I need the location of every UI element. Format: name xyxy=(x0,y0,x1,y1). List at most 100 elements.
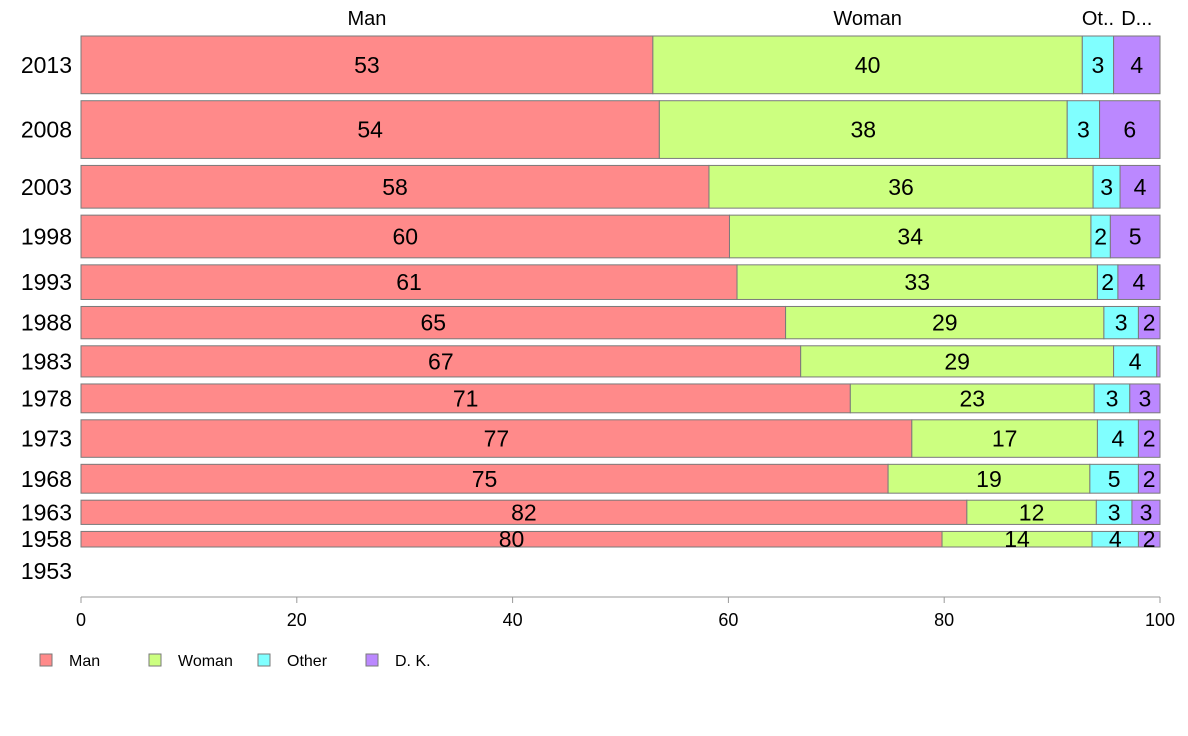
data-label-1993-man: 61 xyxy=(396,269,422,295)
data-label-1968-man: 75 xyxy=(472,466,498,492)
data-label-1993-woman: 33 xyxy=(904,269,930,295)
bar-2008-other xyxy=(1066,100,1101,159)
data-label-2008-d-k: 6 xyxy=(1123,117,1136,143)
bar-1968-man xyxy=(80,463,889,494)
data-label-2008-woman: 38 xyxy=(850,117,876,143)
data-label-1958-d-k: 2 xyxy=(1143,526,1156,552)
column-header-woman: Woman xyxy=(833,8,902,30)
y-axis-labels: 2013 2008 2003 1998 1993 1988 1983 1978 1973 1968… xyxy=(21,52,72,584)
data-label-1988-man: 65 xyxy=(420,310,446,336)
data-label-2003-man: 58 xyxy=(382,174,408,200)
data-label-2013-man: 53 xyxy=(354,52,380,78)
data-label-2008-other: 3 xyxy=(1077,117,1090,143)
bar-2008-man xyxy=(80,100,660,159)
data-label-1998-d-k: 5 xyxy=(1129,223,1142,249)
data-label-1958-woman: 14 xyxy=(1004,526,1030,552)
data-label-1973-other: 4 xyxy=(1112,426,1125,452)
data-label-1963-d-k: 3 xyxy=(1140,499,1153,525)
data-label-1993-other: 2 xyxy=(1101,269,1114,295)
data-label-1988-woman: 29 xyxy=(932,310,958,336)
y-tick-label-1993: 1993 xyxy=(21,269,72,295)
bar-1993-d-k xyxy=(1117,264,1161,300)
data-label-2003-d-k: 4 xyxy=(1134,174,1147,200)
bar-2013-other xyxy=(1081,35,1115,95)
column-header-other: Ot.. xyxy=(1082,8,1114,30)
bar-2003-man xyxy=(80,164,710,209)
y-tick-label-1998: 1998 xyxy=(21,223,72,249)
bar-1988-d-k xyxy=(1137,305,1161,340)
bar-1963-d-k xyxy=(1131,499,1161,525)
bar-1998-woman xyxy=(728,214,1092,259)
data-label-2013-woman: 40 xyxy=(855,52,881,78)
data-label-1978-d-k: 3 xyxy=(1138,385,1151,411)
legend-label-d-k: D. K. xyxy=(395,653,431,670)
bar-1973-other xyxy=(1096,419,1139,458)
data-label-1968-other: 5 xyxy=(1108,466,1121,492)
data-label-1968-woman: 19 xyxy=(976,466,1002,492)
data-label-1988-d-k: 2 xyxy=(1143,310,1156,336)
data-label-2013-other: 3 xyxy=(1092,52,1105,78)
y-tick-label-1963: 1963 xyxy=(21,499,72,525)
bar-1998-d-k xyxy=(1109,214,1161,259)
x-tick-label-0: 0 xyxy=(76,610,86,630)
data-label-1983-woman: 29 xyxy=(944,348,970,374)
bar-1968-woman xyxy=(887,463,1091,494)
bar-1958-d-k xyxy=(1137,530,1161,548)
bar-1973-man xyxy=(80,419,913,458)
data-label-1998-other: 2 xyxy=(1094,223,1107,249)
x-tick-label-20: 20 xyxy=(287,610,307,630)
data-label-1963-man: 82 xyxy=(511,499,537,525)
column-headers: Man Woman Ot.. D... xyxy=(347,8,1152,30)
data-label-1993-d-k: 4 xyxy=(1133,269,1146,295)
y-tick-label-2008: 2008 xyxy=(21,117,72,143)
bar-2003-woman xyxy=(708,164,1094,209)
column-header-man: Man xyxy=(347,8,386,30)
bar-2013-d-k xyxy=(1113,35,1161,95)
bar-1968-d-k xyxy=(1137,463,1161,494)
data-label-1963-woman: 12 xyxy=(1019,499,1045,525)
data-label-1973-woman: 17 xyxy=(992,426,1018,452)
legend-swatch-d-k xyxy=(365,653,379,667)
data-label-1983-other: 4 xyxy=(1129,348,1142,374)
bar-1963-woman xyxy=(966,499,1097,525)
bar-1963-other xyxy=(1095,499,1133,525)
legend: Man Woman Other D. K. xyxy=(39,653,431,670)
bar-1993-man xyxy=(80,264,738,300)
data-label-2008-man: 54 xyxy=(357,117,383,143)
data-label-1998-woman: 34 xyxy=(897,223,923,249)
bar-1973-d-k xyxy=(1137,419,1161,458)
bar-2008-woman xyxy=(658,100,1068,159)
data-label-1978-man: 71 xyxy=(453,385,479,411)
bar-1978-man xyxy=(80,383,851,414)
x-tick-label-100: 100 xyxy=(1145,610,1175,630)
y-tick-label-1988: 1988 xyxy=(21,310,72,336)
y-tick-label-1958: 1958 xyxy=(21,526,72,552)
legend-label-other: Other xyxy=(287,653,328,670)
x-tick-label-40: 40 xyxy=(503,610,523,630)
y-tick-label-2013: 2013 xyxy=(21,52,72,78)
bar-1983-other xyxy=(1113,345,1158,378)
bar-2008-d-k xyxy=(1099,100,1161,159)
data-label-2013-d-k: 4 xyxy=(1130,52,1143,78)
data-label-1998-man: 60 xyxy=(392,223,418,249)
y-tick-label-2003: 2003 xyxy=(21,174,72,200)
y-tick-label-1953: 1953 xyxy=(21,558,72,584)
bar-1978-d-k xyxy=(1129,383,1161,414)
bar-1993-woman xyxy=(736,264,1098,300)
bar-2003-d-k xyxy=(1119,164,1161,209)
legend-swatch-man xyxy=(39,653,53,667)
bar-1983-woman xyxy=(800,345,1115,378)
bar-1983-d-k xyxy=(1156,345,1161,378)
bar-value-labels: 53 40 3 454 38 3 658 36 3 460 34 2 561 33 2 465 29 3 267 29… xyxy=(354,52,1155,552)
data-label-1963-other: 3 xyxy=(1108,499,1121,525)
bar-1963-man xyxy=(80,499,968,525)
data-label-1968-d-k: 2 xyxy=(1143,466,1156,492)
legend-label-man: Man xyxy=(69,653,100,670)
x-tick-label-80: 80 xyxy=(934,610,954,630)
legend-label-woman: Woman xyxy=(178,653,233,670)
legend-swatch-other xyxy=(257,653,271,667)
bar-1983-man xyxy=(80,345,802,378)
bar-2013-woman xyxy=(652,35,1083,95)
data-label-1973-d-k: 2 xyxy=(1143,426,1156,452)
